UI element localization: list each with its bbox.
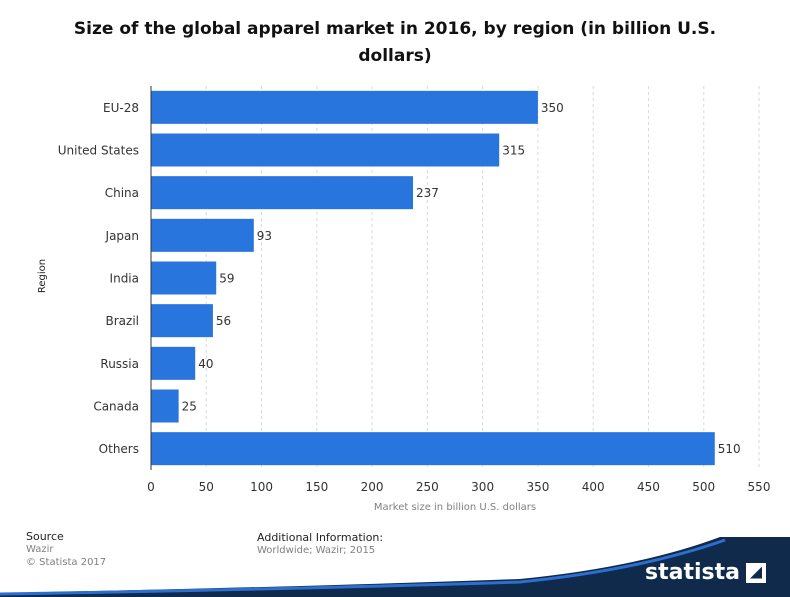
y-tick-label: Russia [100,357,139,371]
source-name: Wazir [26,544,54,555]
x-tick-label: 300 [471,480,494,494]
additional-info-block: Additional Information: Worldwide; Wazir… [257,531,383,557]
y-axis-tick-labels: EU-28 United States China Japan India Brazil R… [58,101,139,456]
x-axis-title: Market size in billion U.S. dollars [374,502,536,513]
x-tick-label: 150 [305,480,328,494]
statista-logo-icon [746,562,766,583]
data-label: 237 [416,186,439,200]
x-tick-label: 100 [250,480,273,494]
bar [151,218,254,252]
x-tick-label: 200 [361,480,384,494]
source-heading: Source [26,530,64,543]
data-label: 315 [502,144,525,158]
copyright-text: © Statista 2017 [26,557,107,568]
y-tick-label: China [105,186,139,200]
y-tick-label: Japan [105,229,139,243]
data-labels: 350 315 237 93 59 56 40 25 510 [182,101,741,456]
data-label: 25 [182,400,197,414]
additional-info-text: Worldwide; Wazir; 2015 [257,545,376,556]
x-tick-label: 550 [748,480,771,494]
data-label: 510 [718,442,741,456]
x-tick-label: 400 [582,480,605,494]
bar [151,346,196,380]
data-label: 93 [257,229,272,243]
grid-lines [205,86,760,470]
y-axis-title: Region [37,259,48,293]
bar [151,389,179,423]
x-tick-label: 250 [416,480,439,494]
y-tick-label: Brazil [106,314,140,328]
y-tick-label: EU-28 [103,101,139,115]
data-label: 350 [541,101,564,115]
statista-logo-text: statista [645,560,740,585]
bar [151,133,500,167]
additional-info-heading: Additional Information: [257,531,384,544]
brand-footer-band [0,537,790,597]
x-tick-label: 450 [637,480,660,494]
x-tick-label: 350 [526,480,549,494]
x-axis-tick-labels: 0 50 100 150 200 250 300 350 400 450 500 550 [147,480,770,494]
bars [151,90,715,466]
data-label: 59 [219,272,234,286]
bar [151,90,538,124]
data-label: 56 [216,314,231,328]
x-tick-label: 50 [199,480,214,494]
statista-logo[interactable]: statista [645,560,766,585]
bar [151,176,413,210]
data-label: 40 [198,357,213,371]
source-block: Source Wazir © Statista 2017 [26,530,106,569]
y-tick-label: India [110,272,139,286]
bar [151,432,715,466]
y-tick-label: Canada [93,400,139,414]
chart-title: Size of the global apparel market in 201… [73,19,717,66]
x-tick-label: 500 [692,480,715,494]
bar [151,261,217,295]
x-tick-label: 0 [147,480,155,494]
bar-chart: 350 315 237 93 59 56 40 25 510 EU-28 United State… [37,86,770,513]
y-tick-label: Others [99,442,139,456]
bar [151,304,213,338]
y-tick-label: United States [58,144,139,158]
